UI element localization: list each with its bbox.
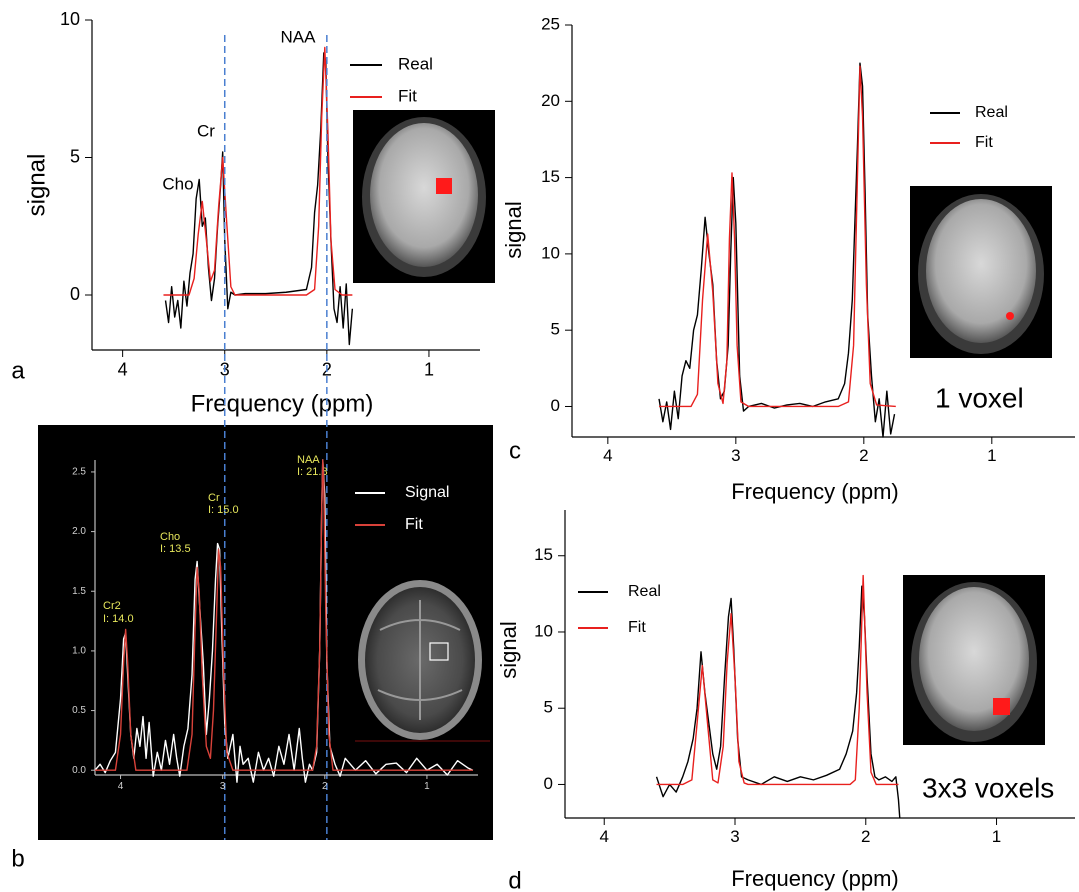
legend-label: Real bbox=[398, 54, 433, 73]
y-tick-label: 0 bbox=[551, 396, 560, 415]
annotation: 1 voxel bbox=[935, 382, 1024, 413]
figure: 43210510Frequency (ppm)signalaChoCrNAARe… bbox=[0, 0, 1079, 892]
x-tick-label: 3 bbox=[731, 446, 740, 465]
y-tick-label: 15 bbox=[541, 167, 560, 186]
annotation: I: 13.5 bbox=[160, 543, 191, 555]
y-tick-label: 10 bbox=[541, 243, 560, 262]
annotation: I: 15.0 bbox=[208, 504, 239, 516]
y-tick-label: 1.0 bbox=[72, 646, 86, 657]
series-line bbox=[166, 53, 353, 345]
x-tick-label: 2 bbox=[859, 446, 868, 465]
legend-label: Signal bbox=[405, 484, 449, 501]
x-axis-label: Frequency (ppm) bbox=[731, 479, 899, 504]
y-tick-label: 0 bbox=[544, 774, 553, 793]
y-axis-label: signal bbox=[501, 201, 526, 258]
y-tick-label: 25 bbox=[541, 14, 560, 33]
y-tick-label: 1.5 bbox=[72, 586, 86, 597]
y-tick-label: 0 bbox=[70, 284, 80, 304]
annotation: I: 14.0 bbox=[103, 613, 134, 625]
y-tick-label: 10 bbox=[534, 621, 553, 640]
page: 43210510Frequency (ppm)signalaChoCrNAARe… bbox=[0, 0, 1079, 892]
x-tick-label: 4 bbox=[603, 446, 612, 465]
panel-label: b bbox=[11, 845, 24, 872]
annotation: Cr2 bbox=[103, 600, 121, 612]
x-axis-label: Frequency (ppm) bbox=[191, 390, 374, 417]
y-axis-label: signal bbox=[23, 154, 50, 217]
y-tick-label: 5 bbox=[551, 320, 560, 339]
panel-label: c bbox=[509, 437, 521, 464]
annotation: 3x3 voxels bbox=[922, 772, 1054, 803]
inset-image-a bbox=[353, 110, 495, 283]
panel-label: a bbox=[11, 357, 25, 384]
y-tick-label: 5 bbox=[70, 146, 80, 166]
x-tick-label: 4 bbox=[599, 827, 608, 846]
x-tick-label: 1 bbox=[987, 446, 996, 465]
x-tick-label: 4 bbox=[118, 359, 128, 379]
y-tick-label: 2.0 bbox=[72, 526, 86, 537]
legend-label: Real bbox=[975, 104, 1008, 121]
y-tick-label: 0.0 bbox=[72, 765, 86, 776]
inset-image-c bbox=[910, 186, 1052, 358]
x-tick-label: 1 bbox=[992, 827, 1001, 846]
x-tick-label: 1 bbox=[424, 359, 434, 379]
x-tick-label: 3 bbox=[730, 827, 739, 846]
legend-label: Fit bbox=[398, 86, 417, 105]
annotation: Cr bbox=[197, 121, 215, 140]
series-line bbox=[657, 586, 900, 818]
annotation: NAA bbox=[297, 454, 320, 466]
y-tick-label: 20 bbox=[541, 91, 560, 110]
x-tick-label: 2 bbox=[322, 781, 328, 792]
series-line bbox=[657, 576, 899, 785]
y-tick-label: 2.5 bbox=[72, 467, 86, 478]
x-axis-label: Frequency (ppm) bbox=[731, 866, 899, 891]
x-tick-label: 1 bbox=[424, 781, 430, 792]
y-tick-label: 5 bbox=[544, 698, 553, 717]
x-tick-label: 2 bbox=[861, 827, 870, 846]
series-line bbox=[659, 66, 896, 406]
x-tick-label: 4 bbox=[118, 781, 124, 792]
legend-label: Fit bbox=[405, 516, 423, 533]
inset-image-d bbox=[903, 575, 1045, 745]
panel-label: d bbox=[508, 867, 521, 892]
legend-label: Fit bbox=[628, 619, 646, 636]
y-tick-label: 15 bbox=[534, 545, 553, 564]
annotation: Cr bbox=[208, 492, 220, 504]
legend-label: Fit bbox=[975, 134, 993, 151]
y-tick-label: 0.5 bbox=[72, 705, 86, 716]
annotation: Cho bbox=[162, 174, 193, 193]
annotation: NAA bbox=[281, 27, 317, 46]
legend-label: Real bbox=[628, 583, 661, 600]
y-axis-label: signal bbox=[496, 621, 521, 678]
x-tick-label: 3 bbox=[220, 781, 226, 792]
annotation: Cho bbox=[160, 531, 180, 543]
y-tick-label: 10 bbox=[60, 9, 80, 29]
